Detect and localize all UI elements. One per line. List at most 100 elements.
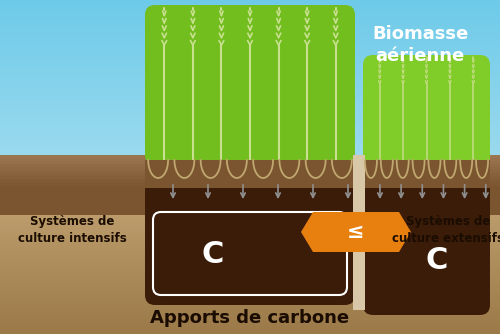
Bar bbox=[0, 126, 500, 129]
Bar bbox=[0, 68, 500, 71]
Bar bbox=[0, 163, 500, 166]
Bar bbox=[0, 8, 500, 11]
Bar bbox=[0, 29, 500, 32]
Bar bbox=[0, 328, 500, 330]
Bar bbox=[0, 118, 500, 121]
Bar bbox=[0, 63, 500, 66]
Bar bbox=[0, 205, 500, 207]
Bar bbox=[0, 211, 500, 213]
Bar bbox=[0, 3, 500, 6]
Bar bbox=[0, 171, 500, 174]
Bar bbox=[0, 194, 500, 197]
Bar bbox=[0, 170, 500, 173]
Bar bbox=[0, 167, 500, 170]
Bar bbox=[0, 199, 500, 203]
Bar bbox=[0, 31, 500, 35]
Bar bbox=[0, 116, 500, 119]
Bar bbox=[0, 152, 500, 155]
Bar bbox=[0, 281, 500, 283]
Bar bbox=[0, 134, 500, 137]
Bar bbox=[0, 34, 500, 37]
Bar bbox=[0, 179, 500, 182]
Bar bbox=[0, 55, 500, 58]
Bar bbox=[0, 273, 500, 275]
Bar bbox=[0, 13, 500, 16]
Bar bbox=[0, 178, 500, 181]
Bar bbox=[0, 197, 500, 199]
Bar bbox=[0, 192, 500, 195]
Bar bbox=[145, 160, 355, 188]
Bar bbox=[0, 16, 500, 19]
Bar bbox=[0, 240, 500, 242]
Text: Biomasse
aérienne: Biomasse aérienne bbox=[372, 25, 468, 65]
Bar bbox=[0, 225, 500, 228]
Text: Systèmes de
culture extensifs: Systèmes de culture extensifs bbox=[392, 215, 500, 245]
Bar bbox=[0, 110, 500, 113]
Bar bbox=[0, 65, 500, 69]
Bar bbox=[0, 71, 500, 74]
Bar bbox=[0, 246, 500, 248]
Bar bbox=[0, 97, 500, 100]
Bar bbox=[0, 266, 500, 269]
Bar bbox=[0, 285, 500, 287]
FancyBboxPatch shape bbox=[145, 160, 355, 305]
Bar bbox=[0, 123, 500, 127]
Bar bbox=[0, 160, 500, 163]
Bar bbox=[0, 129, 500, 132]
Bar bbox=[0, 223, 500, 226]
Bar bbox=[0, 227, 500, 230]
Bar bbox=[0, 180, 500, 183]
Bar bbox=[0, 229, 500, 232]
Bar bbox=[0, 176, 500, 179]
Bar bbox=[0, 45, 500, 48]
Bar bbox=[0, 235, 500, 238]
Bar bbox=[0, 275, 500, 277]
Bar bbox=[0, 262, 500, 265]
Bar bbox=[0, 39, 500, 42]
Bar bbox=[0, 205, 500, 208]
Bar bbox=[0, 250, 500, 253]
Bar bbox=[0, 108, 500, 111]
Bar bbox=[0, 158, 500, 162]
Bar bbox=[0, 100, 500, 103]
Bar bbox=[0, 161, 500, 165]
Bar bbox=[0, 81, 500, 85]
Bar bbox=[0, 269, 500, 271]
Bar bbox=[0, 297, 500, 300]
Bar bbox=[0, 26, 500, 29]
FancyBboxPatch shape bbox=[363, 55, 490, 170]
Bar bbox=[0, 293, 500, 296]
Bar bbox=[0, 21, 500, 24]
Bar bbox=[0, 0, 500, 3]
Bar bbox=[0, 258, 500, 261]
Bar bbox=[0, 322, 500, 324]
Bar bbox=[0, 42, 500, 45]
Bar bbox=[0, 221, 500, 224]
Bar bbox=[0, 105, 500, 108]
Bar bbox=[0, 131, 500, 134]
Bar bbox=[0, 219, 500, 222]
Bar bbox=[0, 209, 500, 211]
Bar bbox=[0, 311, 500, 314]
Bar bbox=[0, 137, 500, 140]
Bar bbox=[0, 197, 500, 200]
Bar bbox=[0, 84, 500, 87]
Bar bbox=[0, 307, 500, 310]
Bar bbox=[0, 95, 500, 98]
Bar bbox=[0, 173, 500, 176]
Bar bbox=[0, 190, 500, 193]
Bar bbox=[0, 332, 500, 334]
Bar bbox=[0, 287, 500, 289]
Bar bbox=[0, 168, 500, 171]
Bar bbox=[0, 256, 500, 259]
Bar bbox=[0, 155, 500, 215]
Bar bbox=[0, 24, 500, 27]
Bar bbox=[0, 176, 500, 179]
Bar bbox=[0, 178, 500, 182]
Text: Apports de carbone: Apports de carbone bbox=[150, 309, 350, 327]
Bar bbox=[0, 207, 500, 209]
Bar bbox=[0, 158, 500, 161]
Bar bbox=[0, 50, 500, 53]
Bar bbox=[0, 79, 500, 82]
Bar bbox=[0, 192, 500, 195]
